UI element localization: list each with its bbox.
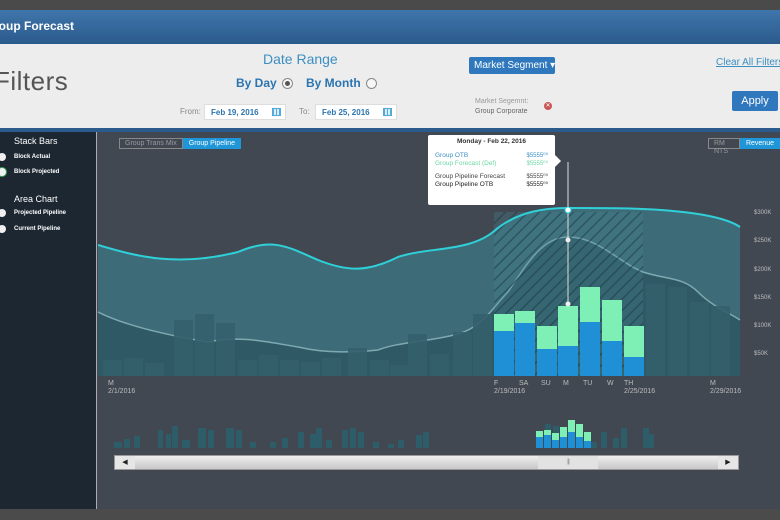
to-date-input[interactable]: Feb 25, 2016: [315, 104, 397, 120]
tooltip-label: Group Pipeline OTB: [435, 181, 494, 188]
chart-area: Group Trans Mix Group Pipeline RM NTS Re…: [98, 132, 780, 509]
y-tick: $200K: [754, 267, 772, 273]
legend-label: Block Projected: [14, 169, 60, 175]
market-segment-filter-value: Group Corporate: [475, 108, 528, 115]
tooltip-title: Monday - Feb 22, 2016: [457, 138, 526, 145]
from-date-input[interactable]: Feb 19, 2016: [204, 104, 286, 120]
stacked-bars[interactable]: [494, 287, 644, 376]
tooltip-row-group-otb: Group OTB $5555⁰⁰: [435, 152, 548, 160]
tooltip-row-pipeline-forecast: Group Pipeline Forecast $5555⁰⁰: [435, 173, 548, 181]
date-range-title: Date Range: [263, 51, 338, 67]
tooltip-label: Group OTB: [435, 152, 469, 159]
divider: [0, 128, 780, 132]
by-day-radio-option[interactable]: By Day: [236, 76, 293, 90]
tooltip-row-group-forecast: Group Forecast (Def) $5555⁰⁰: [435, 160, 548, 168]
app-title: roup Forecast: [0, 19, 75, 33]
x-label: M 2/29/2016: [710, 380, 742, 395]
x-label: TU: [583, 380, 593, 387]
calendar-icon[interactable]: [272, 108, 281, 116]
toggle-dot-icon[interactable]: [0, 168, 6, 176]
legend-item-block-projected[interactable]: Block Projected: [0, 168, 59, 176]
y-tick: $300K: [754, 210, 772, 216]
legend-item-block-actual[interactable]: Block Actual: [0, 153, 50, 161]
tab-rm-nts[interactable]: RM NTS: [708, 138, 740, 155]
main-chart-svg[interactable]: [98, 132, 780, 509]
x-label: M 2/1/2016: [108, 380, 136, 395]
hover-point-icon[interactable]: [565, 237, 571, 243]
tab-group-trans-mix[interactable]: Group Trans Mix: [119, 138, 183, 149]
x-label: TH 2/25/2016: [624, 380, 656, 395]
background-bars: [103, 284, 730, 376]
from-label: From:: [180, 107, 201, 116]
y-tick: $250K: [754, 238, 772, 244]
calendar-icon[interactable]: [383, 108, 392, 116]
area-chart-heading: Area Chart: [14, 194, 58, 204]
scroll-left-arrow-icon[interactable]: ◀: [115, 456, 135, 469]
tab-revenue[interactable]: Revenue: [739, 138, 780, 149]
toggle-dot-icon[interactable]: [0, 225, 6, 233]
tooltip-value: $5555⁰⁰: [526, 161, 549, 167]
x-label: W: [607, 380, 614, 387]
hover-point-icon[interactable]: [564, 206, 572, 214]
by-day-label: By Day: [236, 76, 277, 90]
remove-filter-icon[interactable]: ✕: [544, 102, 552, 110]
legend-label: Block Actual: [14, 154, 51, 160]
legend-sidebar: Stack Bars Block Actual Block Projected …: [0, 132, 97, 509]
hover-point-icon[interactable]: [565, 301, 571, 307]
tab-group-pipeline[interactable]: Group Pipeline: [182, 138, 242, 149]
timeline-scrollbar[interactable]: ◀ ||| ▶: [114, 455, 739, 470]
to-date-value: Feb 25, 2016: [322, 108, 370, 117]
legend-label: Current Pipeline: [14, 226, 61, 232]
legend-item-projected-pipeline[interactable]: Projected Pipeline: [0, 209, 66, 217]
chart-type-toggle[interactable]: Group Trans Mix Group Pipeline: [119, 138, 242, 149]
clear-all-filters-link[interactable]: Clear All Filters: [716, 57, 780, 68]
data-tooltip: Monday - Feb 22, 2016 Group OTB $5555⁰⁰ …: [428, 135, 561, 205]
filters-title: Filters: [0, 66, 69, 96]
tooltip-label: Group Pipeline Forecast: [435, 173, 506, 180]
filters-panel: Filters Date Range By Day By Month From:…: [0, 44, 780, 128]
y-tick: $50K: [754, 351, 769, 357]
tooltip-value: $5555⁰⁰: [526, 174, 549, 180]
market-segment-filter-label: Market Segemnt:: [475, 98, 529, 105]
legend-item-current-pipeline[interactable]: Current Pipeline: [0, 225, 60, 233]
legend-label: Projected Pipeline: [14, 210, 67, 216]
app-title-bar: roup Forecast: [0, 10, 780, 44]
stack-bars-heading: Stack Bars: [14, 136, 58, 146]
x-label: SU: [541, 380, 551, 387]
projected-pipeline-line: [98, 206, 741, 270]
tooltip-value: $5555⁰⁰: [526, 153, 549, 159]
tooltip-row-pipeline-otb: Group Pipeline OTB $5555⁰⁰: [435, 181, 548, 189]
market-segment-dropdown[interactable]: Market Segment ▾: [469, 57, 555, 74]
x-label: SA: [519, 380, 529, 387]
apply-button[interactable]: Apply: [732, 91, 778, 111]
scroll-thumb[interactable]: |||: [538, 456, 598, 469]
toggle-dot-icon[interactable]: [0, 153, 6, 161]
radio-unselected-icon[interactable]: [365, 77, 377, 89]
tooltip-label: Group Forecast (Def): [435, 160, 497, 167]
y-tick: $100K: [754, 323, 772, 329]
x-label: M: [563, 380, 569, 387]
by-month-radio-option[interactable]: By Month: [306, 76, 377, 90]
window-bottom-border: [0, 509, 780, 520]
overview-minimap-selection[interactable]: [536, 420, 591, 448]
metric-toggle[interactable]: RM NTS Revenue: [708, 138, 780, 155]
y-tick: $150K: [754, 295, 772, 301]
radio-selected-icon[interactable]: [281, 77, 293, 89]
toggle-dot-icon[interactable]: [0, 209, 6, 217]
window-top-border: [0, 0, 780, 10]
by-month-label: By Month: [306, 76, 361, 90]
to-label: To:: [299, 107, 310, 116]
tooltip-value: $5555⁰⁰: [526, 182, 549, 188]
x-label: F 2/19/2016: [494, 380, 526, 395]
scroll-right-arrow-icon[interactable]: ▶: [718, 456, 738, 469]
from-date-value: Feb 19, 2016: [211, 108, 259, 117]
